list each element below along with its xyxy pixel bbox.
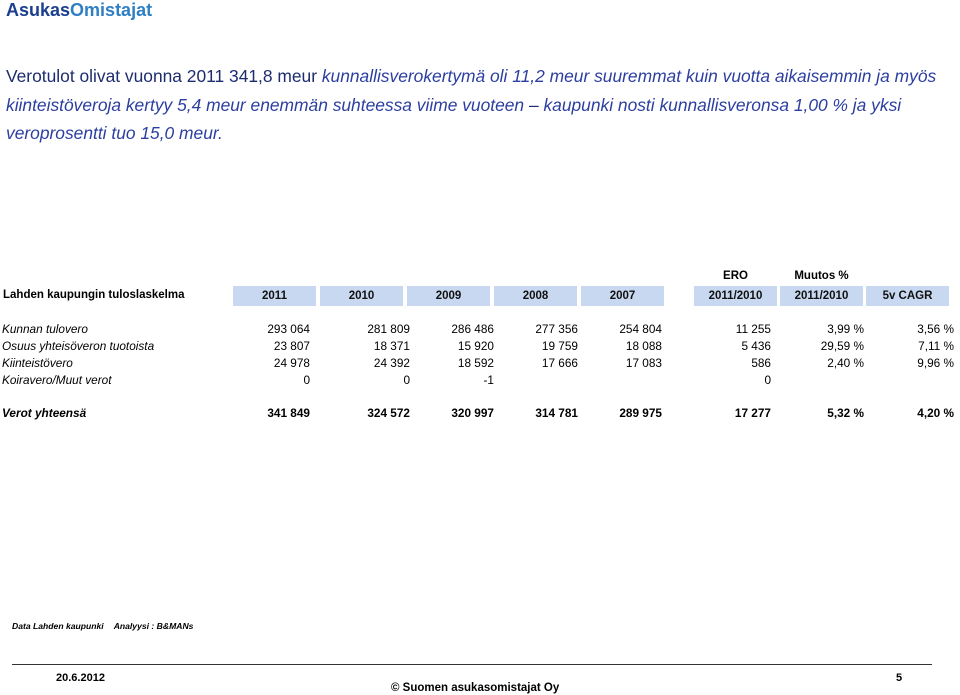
cell-2011: 23 807 <box>273 339 310 353</box>
page-number: 5 <box>896 672 903 684</box>
row-label: Koiravero/Muut verot <box>2 373 112 387</box>
header-muutos-period: 2011/2010 <box>780 286 863 306</box>
header-2007: 2007 <box>581 286 664 306</box>
row-label: Osuus yhteisöveron tuotoista <box>2 339 155 353</box>
cell-2009: 18 592 <box>457 356 494 370</box>
total-label: Verot yhteensä <box>2 406 87 420</box>
headline-part2: kunnallisverokertymä oli 11,2 meur suure… <box>6 66 937 115</box>
row-label: Kiinteistövero <box>2 356 73 370</box>
cell-ero: 11 255 <box>735 322 771 336</box>
header-2008: 2008 <box>494 286 577 306</box>
total-ero: 17 277 <box>734 406 771 420</box>
header-2011: 2011 <box>233 286 316 306</box>
cell-2008: 19 759 <box>541 339 578 353</box>
table-row: Osuus yhteisöveron tuotoista 23 807 18 3… <box>0 339 960 356</box>
cell-muutos: 29,59 % <box>820 339 864 353</box>
cell-2011: 293 064 <box>267 322 310 336</box>
header-2010: 2010 <box>320 286 403 306</box>
header-ero-period: 2011/2010 <box>694 286 777 306</box>
cell-ero: 586 <box>751 356 771 370</box>
cell-2010: 0 <box>403 373 410 387</box>
row-label: Kunnan tulovero <box>2 322 88 336</box>
headline-part1: Verotulot olivat vuonna 2011 341,8 meur <box>6 66 322 86</box>
total-cagr: 4,20 % <box>917 406 954 420</box>
header-muutos: Muutos % <box>794 270 849 282</box>
total-2008: 314 781 <box>535 406 578 420</box>
cell-cagr: 3,56 % <box>917 322 954 336</box>
header-2009: 2009 <box>407 286 490 306</box>
footer-date: 20.6.2012 <box>56 672 105 684</box>
source-text: Data Lahden kaupunki <box>12 621 104 631</box>
footer-divider <box>12 664 932 665</box>
cell-2010: 18 371 <box>373 339 410 353</box>
cell-2007: 18 088 <box>625 339 662 353</box>
table-row: Koiravero/Muut verot 0 0 -1 0 <box>0 373 960 390</box>
headline-part4: kaupunki nosti kunnallisveronsa 1,00 % j… <box>6 94 902 144</box>
cell-2008: 277 356 <box>535 322 578 336</box>
cell-2009: 286 486 <box>451 322 494 336</box>
total-2009: 320 997 <box>451 406 494 420</box>
cell-2009: 15 920 <box>457 339 494 353</box>
table-total-row: Verot yhteensä 341 849 324 572 320 997 3… <box>0 406 960 423</box>
footer-copyright: © Suomen asukasomistajat Oy <box>391 682 560 694</box>
table-title: Lahden kaupungin tuloslaskelma <box>3 289 185 301</box>
headline: Verotulot olivat vuonna 2011 341,8 meur … <box>6 62 951 148</box>
analysis-text: Analyysi : B&MANs <box>113 621 194 631</box>
total-2010: 324 572 <box>367 406 410 420</box>
cell-2007: 254 804 <box>619 322 662 336</box>
cell-cagr: 9,96 % <box>917 356 954 370</box>
cell-2011: 24 978 <box>273 356 310 370</box>
cell-ero: 0 <box>764 373 771 387</box>
cell-2008: 17 666 <box>541 356 578 370</box>
logo-part2: Omistajat <box>70 0 153 20</box>
cell-muutos: 2,40 % <box>827 356 864 370</box>
cell-cagr: 7,11 % <box>918 339 954 353</box>
cell-ero: 5 436 <box>741 339 771 353</box>
logo-part1: Asukas <box>6 0 71 20</box>
header-ero: ERO <box>723 270 748 282</box>
logo: AsukasOmistajat <box>6 0 152 21</box>
total-muutos: 5,32 % <box>827 406 864 420</box>
total-2007: 289 975 <box>619 406 662 420</box>
cell-muutos: 3,99 % <box>827 322 864 336</box>
cell-2011: 0 <box>303 373 310 387</box>
table-row: Kiinteistövero 24 978 24 392 18 592 17 6… <box>0 356 960 373</box>
footer-source: Data Lahden kaupunki Analyysi : B&MANs <box>12 621 203 631</box>
cell-2010: 24 392 <box>373 356 410 370</box>
cell-2010: 281 809 <box>367 322 410 336</box>
total-2011: 341 849 <box>267 406 310 420</box>
table-row: Kunnan tulovero 293 064 281 809 286 486 … <box>0 322 960 339</box>
cell-2007: 17 083 <box>625 356 662 370</box>
headline-dash: – <box>528 94 544 115</box>
header-cagr: 5v CAGR <box>866 286 949 306</box>
cell-2009: -1 <box>483 373 495 387</box>
